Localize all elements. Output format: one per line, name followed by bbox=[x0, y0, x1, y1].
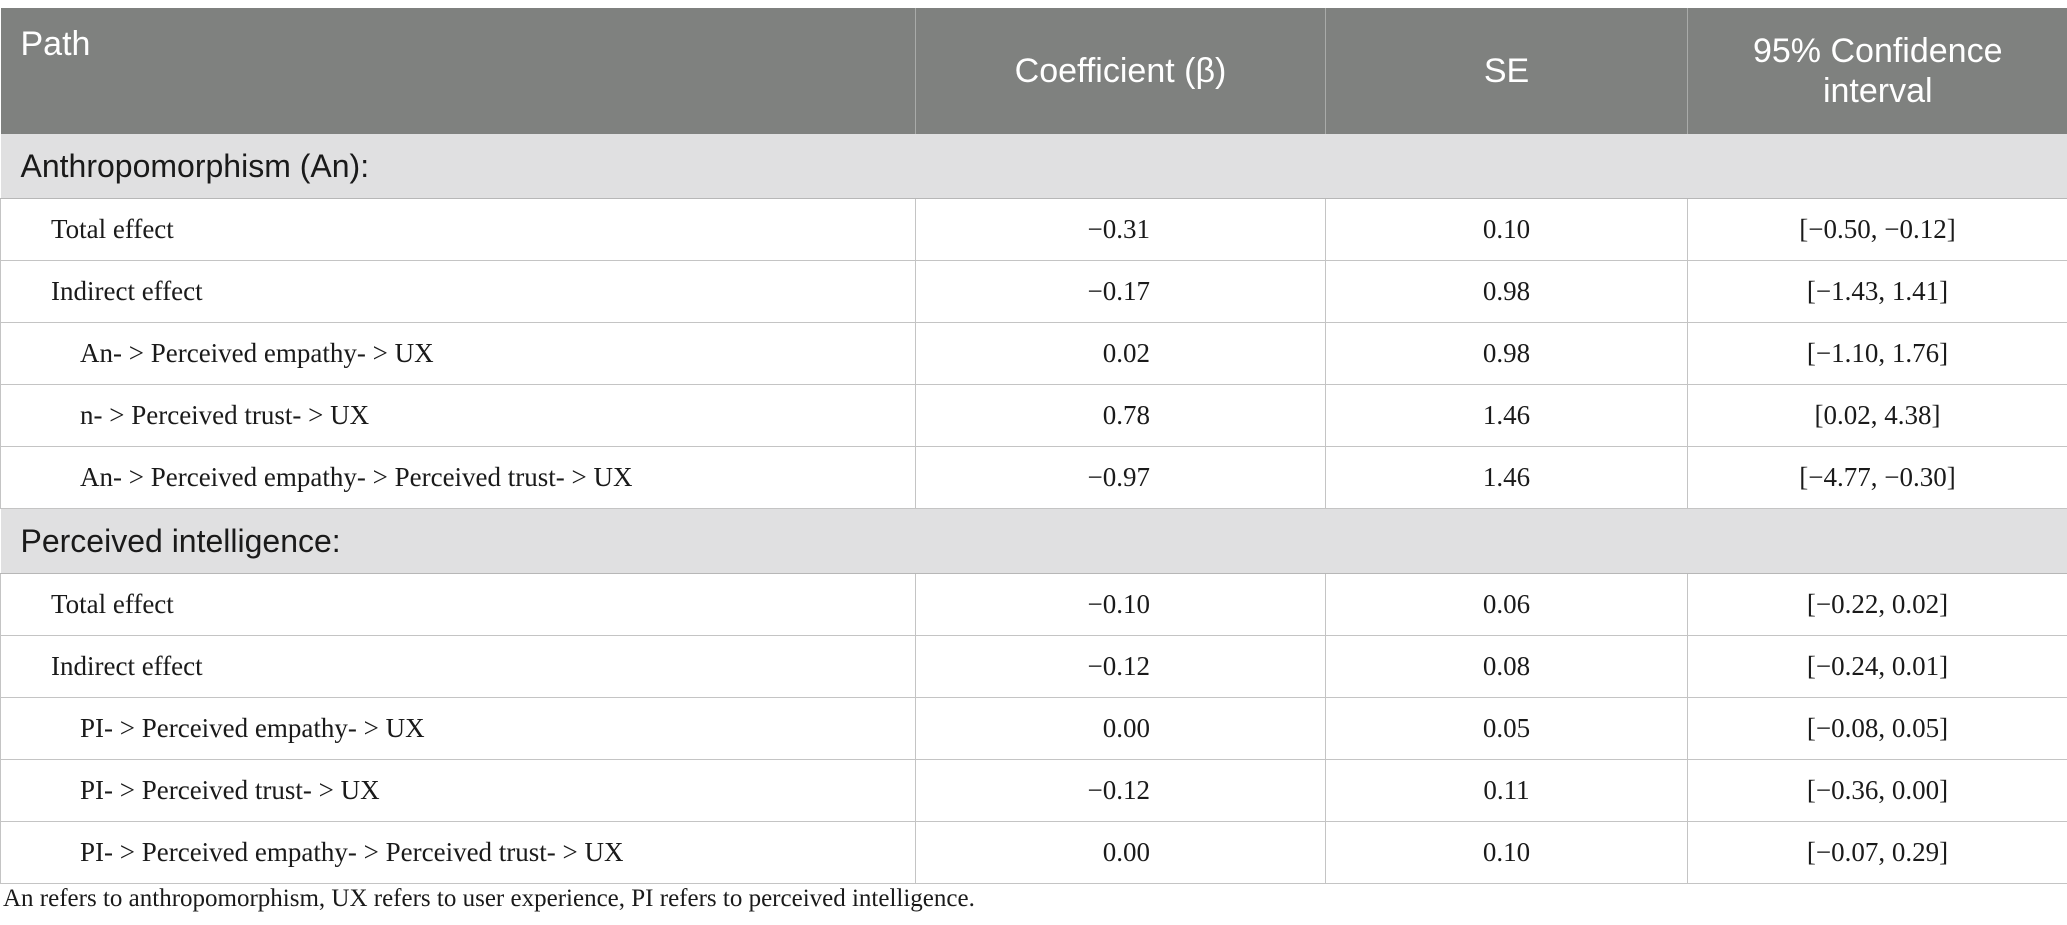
table-row: PI- > Perceived trust- > UX −0.12 0.11 [… bbox=[0, 759, 2067, 822]
se-cell: 0.05 bbox=[1325, 697, 1688, 760]
mediation-table: Path Coefficient (β) SE 95% Confidence i… bbox=[0, 8, 2067, 884]
section-row-anthropomorphism: Anthropomorphism (An): bbox=[0, 134, 2067, 199]
header-se: SE bbox=[1325, 8, 1688, 134]
se-cell: 0.10 bbox=[1325, 198, 1688, 261]
table-row: Total effect −0.10 0.06 [−0.22, 0.02] bbox=[0, 573, 2067, 636]
se-cell: 1.46 bbox=[1325, 384, 1688, 447]
table-row: Indirect effect −0.12 0.08 [−0.24, 0.01] bbox=[0, 635, 2067, 698]
header-row: Path Coefficient (β) SE 95% Confidence i… bbox=[0, 8, 2067, 134]
ci-cell: [−1.10, 1.76] bbox=[1687, 322, 2067, 385]
coefficient-cell: −0.12 bbox=[915, 759, 1326, 822]
ci-cell: [−1.43, 1.41] bbox=[1687, 260, 2067, 323]
coefficient-cell: −0.12 bbox=[915, 635, 1326, 698]
ci-cell: [−0.08, 0.05] bbox=[1687, 697, 2067, 760]
se-cell: 0.11 bbox=[1325, 759, 1688, 822]
section-title: Anthropomorphism (An): bbox=[0, 134, 2067, 199]
ci-cell: [−0.22, 0.02] bbox=[1687, 573, 2067, 636]
section-title: Perceived intelligence: bbox=[0, 508, 2067, 574]
path-cell: PI- > Perceived empathy- > UX bbox=[0, 697, 916, 760]
coefficient-cell: −0.17 bbox=[915, 260, 1326, 323]
ci-cell: [0.02, 4.38] bbox=[1687, 384, 2067, 447]
table-row: An- > Perceived empathy- > UX 0.02 0.98 … bbox=[0, 322, 2067, 385]
coefficient-cell: −0.31 bbox=[915, 198, 1326, 261]
header-coefficient: Coefficient (β) bbox=[915, 8, 1326, 134]
table-row: n- > Perceived trust- > UX 0.78 1.46 [0.… bbox=[0, 384, 2067, 447]
header-path: Path bbox=[0, 8, 916, 134]
table-row: PI- > Perceived empathy- > UX 0.00 0.05 … bbox=[0, 697, 2067, 760]
coefficient-cell: 0.00 bbox=[915, 821, 1326, 884]
coefficient-cell: 0.00 bbox=[915, 697, 1326, 760]
path-cell: An- > Perceived empathy- > Perceived tru… bbox=[0, 446, 916, 509]
mediation-table-container: Path Coefficient (β) SE 95% Confidence i… bbox=[0, 8, 2067, 884]
se-cell: 0.98 bbox=[1325, 322, 1688, 385]
table-row: Total effect −0.31 0.10 [−0.50, −0.12] bbox=[0, 198, 2067, 261]
table-footnote: An refers to anthropomorphism, UX refers… bbox=[3, 885, 975, 912]
coefficient-cell: 0.02 bbox=[915, 322, 1326, 385]
path-cell: Total effect bbox=[0, 573, 916, 636]
ci-cell: [−0.36, 0.00] bbox=[1687, 759, 2067, 822]
path-cell: PI- > Perceived empathy- > Perceived tru… bbox=[0, 821, 916, 884]
se-cell: 0.98 bbox=[1325, 260, 1688, 323]
ci-cell: [−0.50, −0.12] bbox=[1687, 198, 2067, 261]
se-cell: 0.10 bbox=[1325, 821, 1688, 884]
table-row: Indirect effect −0.17 0.98 [−1.43, 1.41] bbox=[0, 260, 2067, 323]
se-cell: 0.08 bbox=[1325, 635, 1688, 698]
path-cell: PI- > Perceived trust- > UX bbox=[0, 759, 916, 822]
coefficient-cell: 0.78 bbox=[915, 384, 1326, 447]
header-confidence-interval: 95% Confidence interval bbox=[1687, 8, 2067, 134]
table-row: An- > Perceived empathy- > Perceived tru… bbox=[0, 446, 2067, 509]
se-cell: 0.06 bbox=[1325, 573, 1688, 636]
path-cell: Indirect effect bbox=[0, 260, 916, 323]
se-cell: 1.46 bbox=[1325, 446, 1688, 509]
path-cell: Total effect bbox=[0, 198, 916, 261]
path-cell: n- > Perceived trust- > UX bbox=[0, 384, 916, 447]
path-cell: An- > Perceived empathy- > UX bbox=[0, 322, 916, 385]
coefficient-cell: −0.10 bbox=[915, 573, 1326, 636]
table-row: PI- > Perceived empathy- > Perceived tru… bbox=[0, 821, 2067, 884]
coefficient-cell: −0.97 bbox=[915, 446, 1326, 509]
ci-cell: [−4.77, −0.30] bbox=[1687, 446, 2067, 509]
ci-cell: [−0.24, 0.01] bbox=[1687, 635, 2067, 698]
path-cell: Indirect effect bbox=[0, 635, 916, 698]
section-row-perceived-intelligence: Perceived intelligence: bbox=[0, 508, 2067, 574]
ci-cell: [−0.07, 0.29] bbox=[1687, 821, 2067, 884]
